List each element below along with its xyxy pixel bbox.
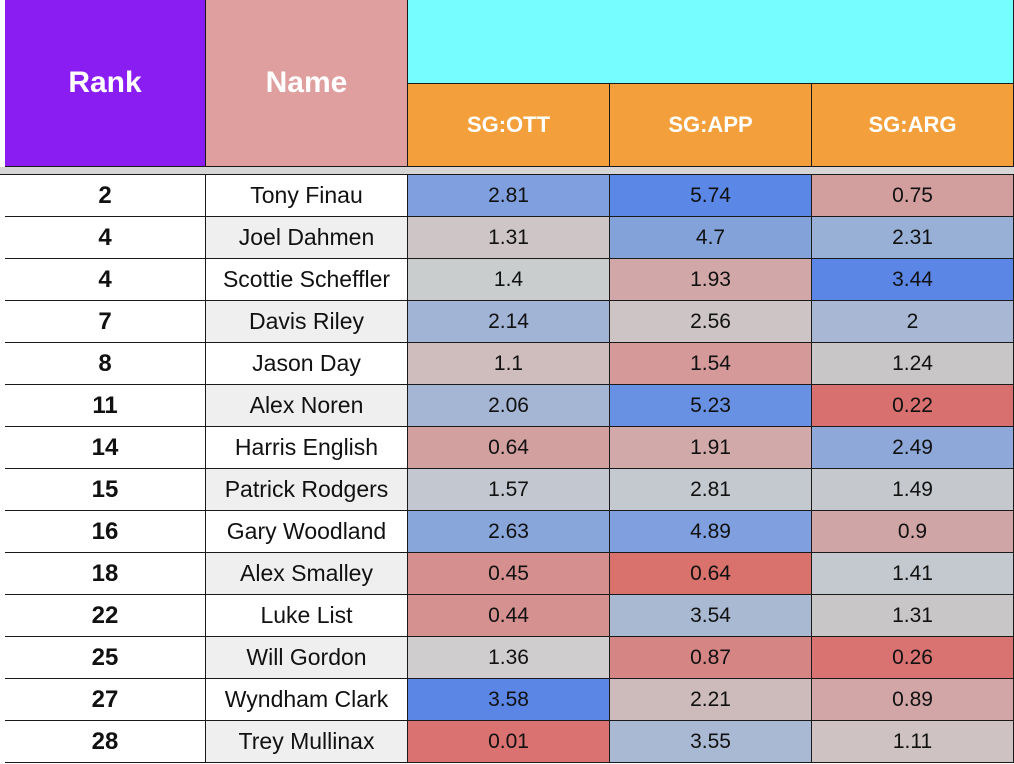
sg-app-cell[interactable]: 2.81 — [610, 469, 812, 511]
sg-app-cell[interactable]: 2.21 — [610, 679, 812, 721]
sg-ott-cell[interactable]: 0.64 — [408, 427, 610, 469]
sg-arg-cell[interactable]: 0.26 — [812, 637, 1014, 679]
sg-arg-cell[interactable]: 2 — [812, 301, 1014, 343]
sg-ott-cell[interactable]: 0.01 — [408, 721, 610, 763]
sg-ott-cell[interactable]: 0.44 — [408, 595, 610, 637]
sg-arg-cell[interactable]: 0.75 — [812, 175, 1014, 217]
sg-arg-cell[interactable]: 1.31 — [812, 595, 1014, 637]
rank-cell[interactable]: 4 — [5, 259, 206, 301]
player-name-cell[interactable]: Davis Riley — [206, 301, 408, 343]
sg-ott-cell[interactable]: 2.63 — [408, 511, 610, 553]
sg-ott-cell[interactable]: 1.31 — [408, 217, 610, 259]
rank-cell[interactable]: 8 — [5, 343, 206, 385]
sg-arg-cell[interactable]: 1.11 — [812, 721, 1014, 763]
rank-header[interactable]: Rank — [5, 0, 206, 167]
rank-cell[interactable]: 14 — [5, 427, 206, 469]
sg-arg-cell[interactable]: 1.41 — [812, 553, 1014, 595]
sg-app-cell[interactable]: 4.89 — [610, 511, 812, 553]
sg-ott-cell[interactable]: 2.14 — [408, 301, 610, 343]
player-name-cell[interactable]: Luke List — [206, 595, 408, 637]
sg-arg-cell[interactable]: 0.89 — [812, 679, 1014, 721]
rank-cell[interactable]: 25 — [5, 637, 206, 679]
rank-cell[interactable]: 7 — [5, 301, 206, 343]
sg-ott-header[interactable]: SG:OTT — [408, 84, 610, 167]
player-name-cell[interactable]: Joel Dahmen — [206, 217, 408, 259]
rank-cell[interactable]: 22 — [5, 595, 206, 637]
sg-app-cell[interactable]: 1.91 — [610, 427, 812, 469]
sg-app-header[interactable]: SG:APP — [610, 84, 812, 167]
sg-ott-cell[interactable]: 1.36 — [408, 637, 610, 679]
name-header[interactable]: Name — [206, 0, 408, 167]
player-name-cell[interactable]: Gary Woodland — [206, 511, 408, 553]
sg-arg-cell[interactable]: 3.44 — [812, 259, 1014, 301]
player-name-cell[interactable]: Alex Smalley — [206, 553, 408, 595]
sg-ott-cell[interactable]: 0.45 — [408, 553, 610, 595]
sg-arg-cell[interactable]: 1.24 — [812, 343, 1014, 385]
rank-cell[interactable]: 16 — [5, 511, 206, 553]
sg-ott-cell[interactable]: 1.4 — [408, 259, 610, 301]
sg-arg-cell[interactable]: 2.31 — [812, 217, 1014, 259]
sg-app-cell[interactable]: 3.55 — [610, 721, 812, 763]
player-name-cell[interactable]: Jason Day — [206, 343, 408, 385]
rank-cell[interactable]: 11 — [5, 385, 206, 427]
player-name-cell[interactable]: Tony Finau — [206, 175, 408, 217]
player-name-cell[interactable]: Trey Mullinax — [206, 721, 408, 763]
rank-cell[interactable]: 15 — [5, 469, 206, 511]
sg-app-cell[interactable]: 1.93 — [610, 259, 812, 301]
rank-cell[interactable]: 4 — [5, 217, 206, 259]
player-name-cell[interactable]: Scottie Scheffler — [206, 259, 408, 301]
player-name-cell[interactable]: Wyndham Clark — [206, 679, 408, 721]
player-name-cell[interactable]: Will Gordon — [206, 637, 408, 679]
rank-cell[interactable]: 2 — [5, 175, 206, 217]
sg-ott-cell[interactable]: 3.58 — [408, 679, 610, 721]
sg-arg-cell[interactable]: 0.22 — [812, 385, 1014, 427]
sg-arg-cell[interactable]: 0.9 — [812, 511, 1014, 553]
sg-arg-header[interactable]: SG:ARG — [812, 84, 1014, 167]
sg-app-cell[interactable]: 5.23 — [610, 385, 812, 427]
sg-ott-cell[interactable]: 2.81 — [408, 175, 610, 217]
rank-cell[interactable]: 27 — [5, 679, 206, 721]
sg-ott-cell[interactable]: 1.57 — [408, 469, 610, 511]
frozen-row-divider — [0, 167, 1014, 175]
header-band[interactable] — [408, 0, 1014, 84]
sg-app-cell[interactable]: 0.87 — [610, 637, 812, 679]
player-name-cell[interactable]: Alex Noren — [206, 385, 408, 427]
rank-cell[interactable]: 28 — [5, 721, 206, 763]
sg-app-cell[interactable]: 3.54 — [610, 595, 812, 637]
player-name-cell[interactable]: Harris English — [206, 427, 408, 469]
rank-cell[interactable]: 18 — [5, 553, 206, 595]
sg-ott-cell[interactable]: 1.1 — [408, 343, 610, 385]
sg-ott-cell[interactable]: 2.06 — [408, 385, 610, 427]
sg-app-cell[interactable]: 4.7 — [610, 217, 812, 259]
sg-arg-cell[interactable]: 1.49 — [812, 469, 1014, 511]
sg-app-cell[interactable]: 1.54 — [610, 343, 812, 385]
sg-app-cell[interactable]: 5.74 — [610, 175, 812, 217]
sg-arg-cell[interactable]: 2.49 — [812, 427, 1014, 469]
sg-app-cell[interactable]: 2.56 — [610, 301, 812, 343]
sg-app-cell[interactable]: 0.64 — [610, 553, 812, 595]
player-name-cell[interactable]: Patrick Rodgers — [206, 469, 408, 511]
